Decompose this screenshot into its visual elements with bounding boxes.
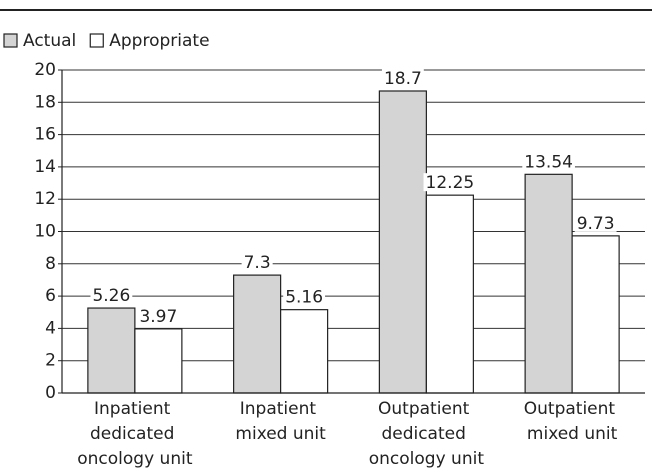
x-tick-line: Outpatient: [524, 399, 621, 419]
legend-label: Appropriate: [109, 31, 209, 51]
value-label: 5.16: [285, 288, 323, 308]
bar: [134, 328, 183, 394]
x-tick-line: dedicated: [90, 424, 180, 444]
value-label: 18.7: [384, 69, 422, 89]
x-tick-line: oncology unit: [77, 449, 193, 469]
x-tick-label: Inpatient dedicated oncology unit: [77, 399, 193, 469]
y-tick-label: 8: [45, 254, 56, 274]
value-label-bg: [137, 306, 180, 325]
value-label-bg: [283, 287, 326, 306]
bar: [280, 309, 329, 394]
x-tick-line: oncology unit: [369, 449, 485, 469]
y-tick-label: 4: [45, 318, 56, 338]
legend-swatch: [3, 33, 18, 48]
legend-label: Actual: [23, 31, 76, 51]
value-label-bg: [241, 253, 273, 272]
value-label-bg: [423, 173, 477, 192]
y-tick-label: 6: [45, 286, 56, 306]
x-tick-line: mixed unit: [527, 424, 618, 444]
x-tick-label: Inpatient mixed unit: [235, 399, 326, 444]
y-tick-label: 14: [34, 157, 56, 177]
bar: [378, 90, 427, 394]
x-tick-line: Outpatient: [378, 399, 475, 419]
x-tick-line: dedicated: [381, 424, 471, 444]
value-label: 13.54: [524, 152, 573, 172]
y-tick-label: 10: [34, 222, 56, 242]
x-tick-line: mixed unit: [235, 424, 326, 444]
y-tick-label: 0: [45, 383, 56, 403]
bar: [233, 274, 282, 394]
bar: [571, 235, 620, 394]
legend-swatch: [89, 33, 104, 48]
y-tick-label: 20: [34, 60, 56, 80]
x-tick-label: Outpatient dedicated oncology unit: [369, 399, 485, 469]
value-label-bg: [522, 152, 575, 171]
value-label: 9.73: [577, 214, 615, 234]
value-label: 7.3: [244, 253, 271, 273]
y-tick-label: 2: [45, 351, 56, 371]
x-tick-label: Outpatient mixed unit: [524, 399, 621, 444]
bar: [425, 194, 474, 394]
y-tick-label: 18: [34, 92, 56, 112]
value-label-bg: [381, 68, 424, 87]
y-tick-label: 12: [34, 189, 56, 209]
bar: [87, 307, 136, 394]
value-label-bg: [574, 213, 617, 232]
value-label-bg: [90, 286, 133, 305]
y-tick-label: 16: [34, 125, 56, 145]
value-label: 12.25: [426, 173, 475, 193]
value-label: 3.97: [139, 307, 177, 327]
x-tick-line: Inpatient: [240, 399, 322, 419]
value-label: 5.26: [92, 286, 130, 306]
bar: [524, 173, 573, 394]
x-tick-line: Inpatient: [94, 399, 176, 419]
